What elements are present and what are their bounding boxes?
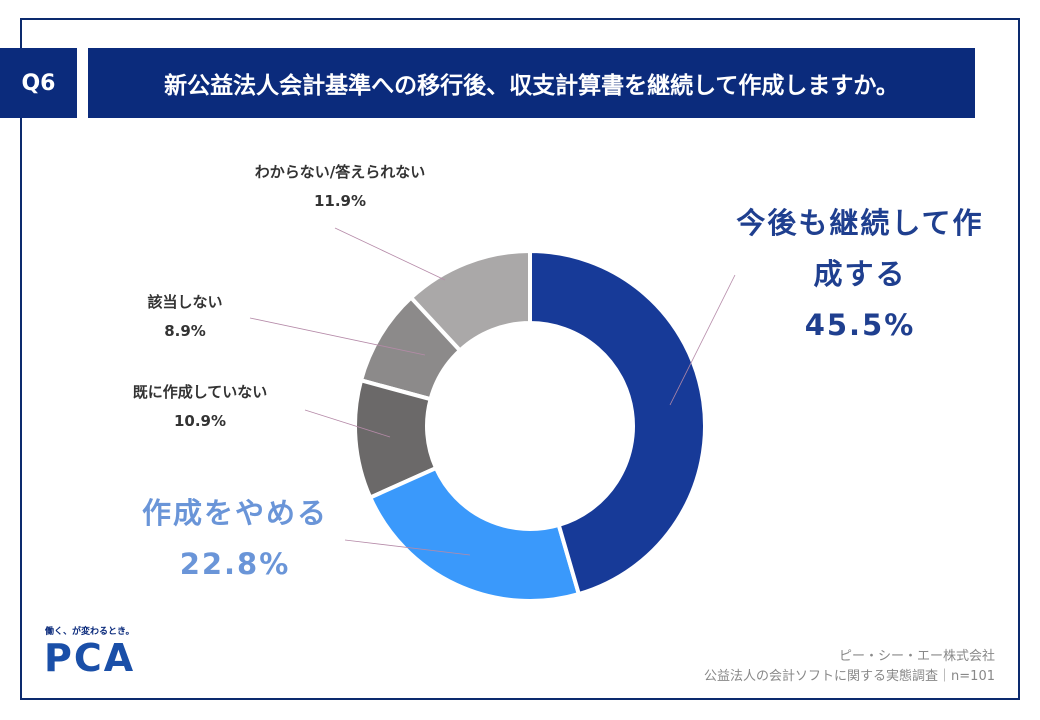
value-label: 45.5% <box>804 307 916 342</box>
leader-line <box>304 409 391 438</box>
category-label: 該当しない <box>147 293 223 311</box>
category-label: 作成をやめる <box>141 496 328 530</box>
frame <box>20 18 1020 700</box>
slice-label: わからない/答えられない 11.9% <box>215 158 465 215</box>
category-label: 今後も継続して作成する <box>736 206 984 291</box>
slice-label: 該当しない 8.9% <box>85 288 285 345</box>
leader-line <box>334 227 446 281</box>
slice-label: 今後も継続して作成する 45.5% <box>735 198 985 350</box>
logo: PCA <box>44 636 136 680</box>
value-label: 8.9% <box>164 321 206 340</box>
leader-line <box>344 539 471 556</box>
donut-slice <box>358 294 463 402</box>
donut-slice <box>353 377 439 501</box>
question-title: 新公益法人会計基準への移行後、収支計算書を継続して作成しますか。 <box>88 48 975 118</box>
leader-line <box>669 274 736 406</box>
donut-slice <box>367 465 582 603</box>
category-label: 既に作成していない <box>132 383 268 401</box>
slice-label: 作成をやめる 22.8% <box>110 488 360 590</box>
donut-slice <box>528 248 707 597</box>
leader-lines <box>249 227 736 556</box>
slice-label: 既に作成していない 10.9% <box>100 378 300 435</box>
category-label: わからない/答えられない <box>254 163 426 181</box>
leader-line <box>249 317 426 356</box>
footer-company: ピー・シー・エー株式会社 <box>838 649 995 664</box>
value-label: 10.9% <box>173 411 227 430</box>
value-label: 11.9% <box>313 191 367 210</box>
value-label: 22.8% <box>179 546 291 581</box>
footer-survey: 公益法人の会計ソフトに関する実態調査｜n=101 <box>704 669 995 684</box>
logo-tagline: 働く、が変わるとき。 <box>45 627 135 637</box>
question-badge: Q6 <box>0 48 77 118</box>
